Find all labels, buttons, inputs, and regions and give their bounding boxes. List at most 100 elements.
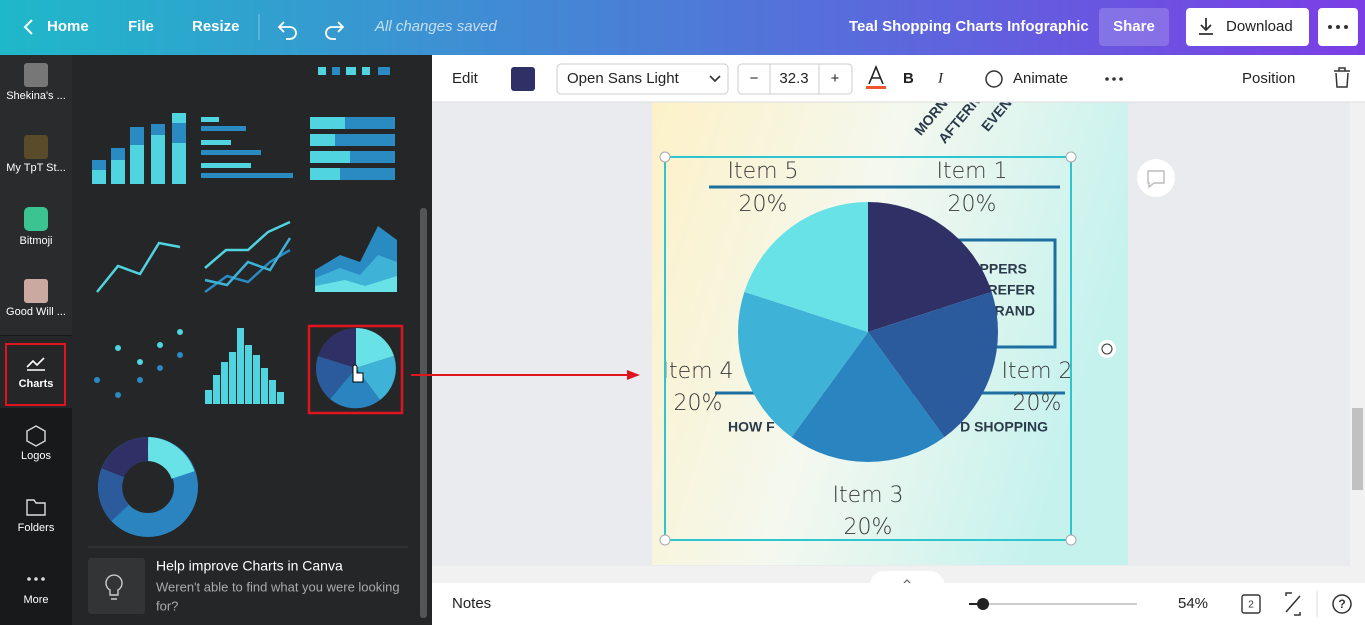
app-icon[interactable] <box>24 279 48 303</box>
rotate-handle[interactable] <box>1098 340 1116 358</box>
scroll-thumb[interactable] <box>1352 408 1363 490</box>
text-color-icon[interactable] <box>868 64 884 85</box>
italic-button[interactable]: I <box>937 70 944 86</box>
pie-label: Item 3 <box>832 483 903 508</box>
bg-text: HOW F <box>728 419 775 435</box>
notes-button[interactable]: Notes <box>452 595 491 612</box>
thumb-hbars[interactable] <box>201 117 293 178</box>
thumb-scatter[interactable] <box>94 329 183 398</box>
share-button[interactable] <box>1099 8 1169 46</box>
sidebar-item[interactable]: Folders <box>18 522 55 534</box>
sidebar-active <box>0 336 72 408</box>
toolbar-more[interactable] <box>1105 77 1123 81</box>
download-icon <box>1199 18 1213 35</box>
font-size[interactable]: 32.3 <box>779 70 808 87</box>
bottom-bar <box>432 583 1365 625</box>
thumb-donut[interactable] <box>98 437 198 537</box>
sidebar-item[interactable]: Charts <box>19 378 54 390</box>
decrease-size[interactable]: − <box>750 70 759 87</box>
bold-button[interactable]: B <box>903 70 914 87</box>
thumb-histogram[interactable] <box>205 328 284 404</box>
highlight-box <box>5 343 66 406</box>
share-label[interactable]: Share <box>1113 18 1155 35</box>
app-icon[interactable] <box>24 63 48 87</box>
highlight-box <box>307 324 404 415</box>
download-button[interactable] <box>1186 8 1309 46</box>
resize-handles[interactable] <box>659 151 1077 546</box>
thumb-stacked-hbars[interactable] <box>310 117 395 180</box>
help-text: Weren't able to find what you were looki… <box>156 579 400 594</box>
pie-slice <box>744 202 868 332</box>
pages-arrow <box>902 579 912 585</box>
dropdown-arrow <box>709 75 721 83</box>
delete-button[interactable] <box>1334 67 1350 88</box>
sidebar-item[interactable]: Logos <box>21 450 51 462</box>
bulb-icon <box>105 574 123 600</box>
home-button[interactable]: Home <box>47 18 89 35</box>
charts-icon <box>26 357 45 371</box>
pie-value-label: 20% <box>674 391 723 416</box>
pie-label: Item 5 <box>727 159 798 184</box>
pie-slice <box>868 202 992 332</box>
pie-label: Item 2 <box>1001 359 1072 384</box>
more-dots <box>1328 25 1348 29</box>
bg-text: REFER <box>988 282 1035 298</box>
comment-button[interactable] <box>1137 159 1175 197</box>
resize-button[interactable]: Resize <box>192 18 240 35</box>
cursor <box>352 364 364 383</box>
sidebar-item[interactable]: Good Will ... <box>6 306 66 318</box>
bg-text: PPERS <box>980 261 1027 277</box>
pie-slice <box>868 291 998 438</box>
increase-size[interactable]: + <box>831 70 840 87</box>
bg-text: D SHOPPING <box>960 419 1048 435</box>
pie-label: Item 4 <box>662 359 733 384</box>
bg-text: RAND <box>995 303 1035 319</box>
pie-value-label: 20% <box>948 192 997 217</box>
rotate-icon <box>1101 343 1113 355</box>
pie-slice <box>737 291 868 438</box>
app-icon[interactable] <box>24 207 48 231</box>
undo[interactable] <box>277 21 297 40</box>
comment-icon <box>1147 170 1165 189</box>
animate-icon <box>985 70 1003 88</box>
font-dropdown[interactable] <box>556 63 729 95</box>
app-icon[interactable] <box>24 135 48 159</box>
sidebar-item[interactable]: Bitmoji <box>19 235 52 247</box>
thumb-multiline[interactable] <box>204 220 292 294</box>
pages-icon[interactable] <box>1241 594 1261 614</box>
thumb-pie[interactable] <box>315 328 396 409</box>
thumb-partial <box>318 67 390 75</box>
fullscreen-button[interactable] <box>1285 592 1301 616</box>
back-icon[interactable] <box>23 19 33 35</box>
thumb-line[interactable] <box>96 241 181 293</box>
save-status: All changes saved <box>374 18 497 35</box>
sidebar-item[interactable]: More <box>23 594 48 606</box>
color-bar <box>866 86 886 89</box>
thumb-area[interactable] <box>315 226 397 292</box>
position-button[interactable]: Position <box>1242 70 1295 87</box>
pie-chart[interactable] <box>737 202 998 463</box>
pie-label: Item 1 <box>936 159 1007 184</box>
zoom-level[interactable]: 54% <box>1178 595 1208 612</box>
download-label[interactable]: Download <box>1226 18 1293 35</box>
pages-tab[interactable] <box>870 570 944 583</box>
font-size-control <box>737 63 853 95</box>
zoom-handle[interactable] <box>977 598 989 610</box>
help-title[interactable]: Help improve Charts in Canva <box>156 558 343 574</box>
help-text: for? <box>156 598 178 613</box>
help-button[interactable] <box>1332 594 1352 614</box>
font-name[interactable]: Open Sans Light <box>567 70 680 87</box>
sidebar-item[interactable]: My TpT St... <box>6 162 66 174</box>
text-color-swatch[interactable] <box>511 67 535 91</box>
redo[interactable] <box>325 21 345 40</box>
canvas-scrollbar <box>1350 102 1365 583</box>
file-menu[interactable]: File <box>128 18 154 35</box>
thumb-stacked-bars[interactable] <box>92 113 186 184</box>
help-icon-box <box>88 558 145 614</box>
sidebar-item[interactable]: Shekina's ... <box>6 90 66 102</box>
document-title[interactable]: Teal Shopping Charts Infographic <box>849 18 1089 35</box>
edit-button[interactable]: Edit <box>452 70 479 87</box>
panel-scrollbar[interactable] <box>420 208 427 618</box>
animate-button[interactable]: Animate <box>1013 70 1068 87</box>
